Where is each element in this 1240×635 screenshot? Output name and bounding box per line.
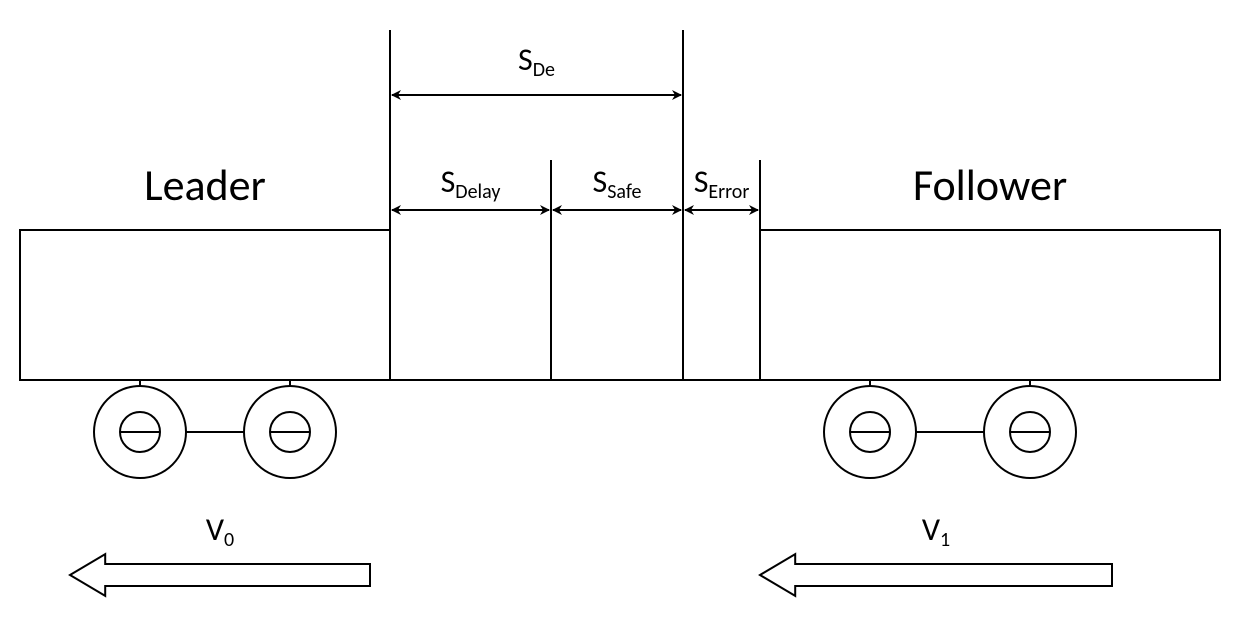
svg-text:SSafe: SSafe [593, 162, 642, 204]
svg-text:SDe: SDe [518, 40, 555, 82]
svg-text:SDelay: SDelay [441, 162, 501, 204]
svg-text:V1: V1 [922, 510, 950, 552]
vehicle-spacing-diagram: SDe SDelay SSafe SError Leader Follower V0 V1 [0, 0, 1240, 635]
svg-text:Follower: Follower [913, 158, 1067, 212]
svg-text:V0: V0 [206, 510, 234, 552]
svg-text:SError: SError [694, 162, 750, 204]
svg-text:Leader: Leader [144, 158, 266, 212]
